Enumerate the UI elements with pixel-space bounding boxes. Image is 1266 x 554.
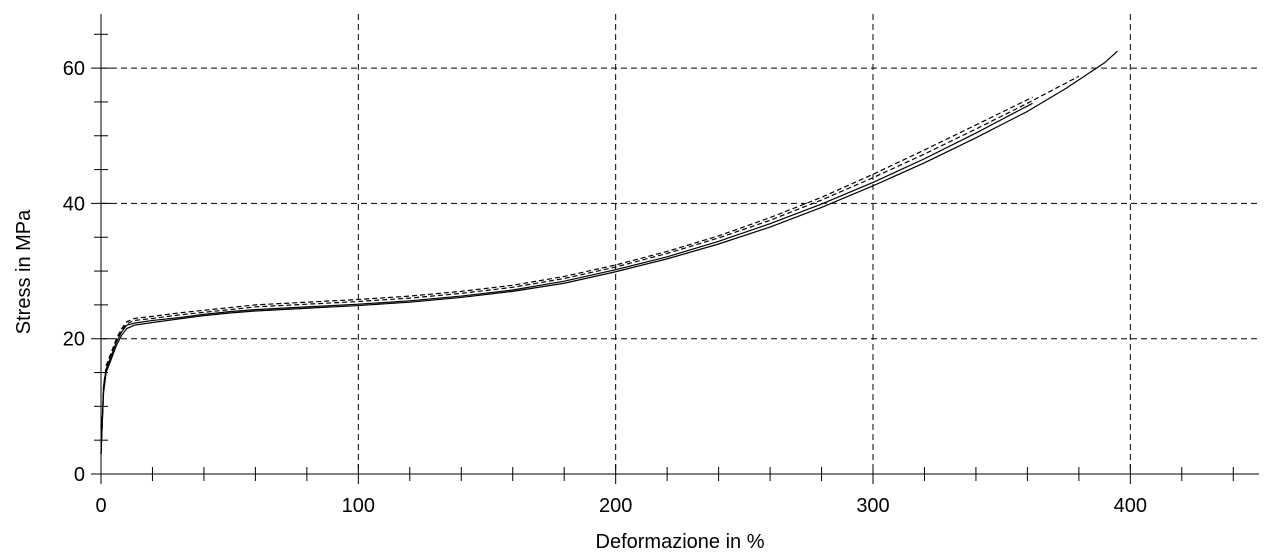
data-series <box>100 50 1118 454</box>
y-axis-label: Stress in MPa <box>13 209 35 334</box>
tick-labels: 0 100 200 300 400 0 20 40 60 <box>63 58 1147 517</box>
x-tick-label: 0 <box>95 495 106 517</box>
y-tick-label: 0 <box>74 464 85 486</box>
series-line-1 <box>100 50 1118 454</box>
x-axis-label: Deformazione in % <box>596 531 765 553</box>
x-tick-label: 400 <box>1114 495 1147 517</box>
axis-ticks <box>91 33 1234 484</box>
grid-lines <box>101 14 1259 474</box>
y-tick-label: 20 <box>63 329 85 351</box>
x-tick-label: 100 <box>342 495 375 517</box>
series-line-2 <box>100 102 1033 454</box>
y-tick-label: 60 <box>63 58 85 80</box>
x-tick-label: 300 <box>856 495 889 517</box>
series-line-4 <box>100 75 1080 454</box>
y-tick-label: 40 <box>63 193 85 215</box>
series-line-3 <box>100 96 1033 454</box>
x-tick-label: 200 <box>599 495 632 517</box>
axes <box>100 14 1259 475</box>
